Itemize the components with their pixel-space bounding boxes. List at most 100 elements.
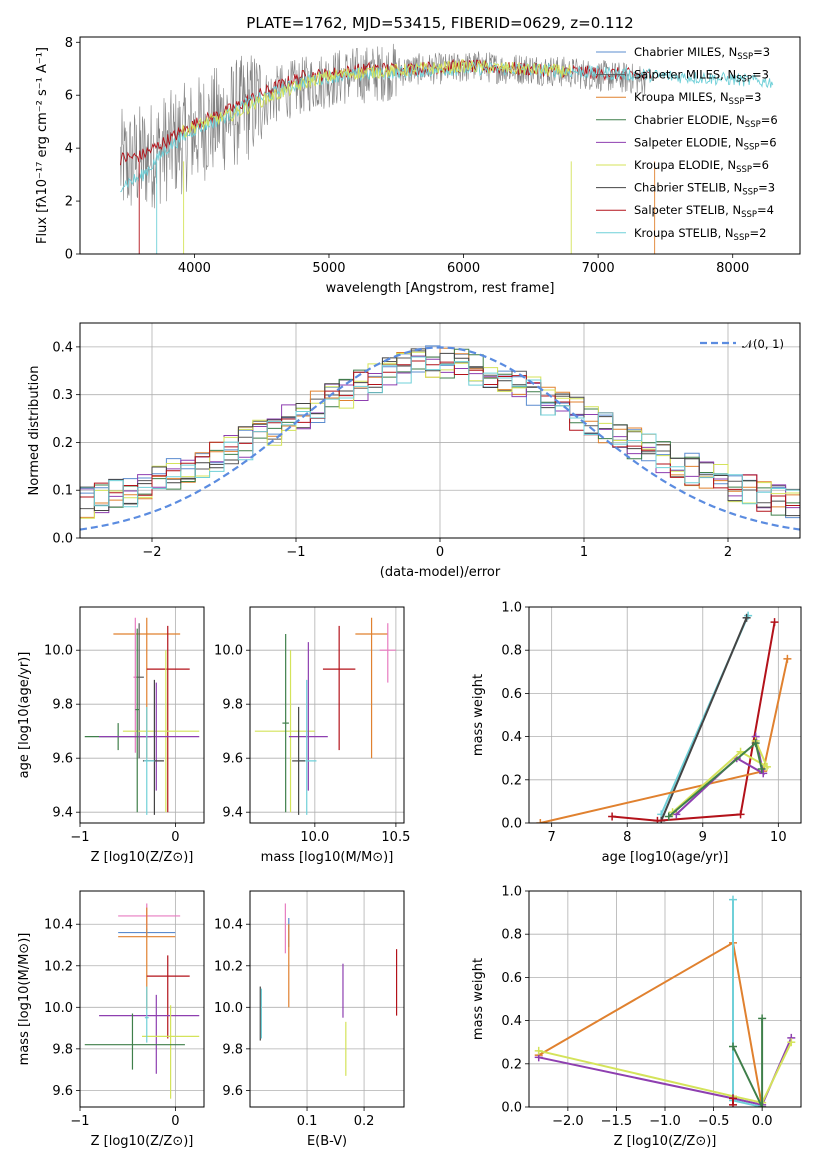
y-tick-label: 10.0	[214, 644, 243, 659]
errorbar	[282, 634, 289, 813]
axes-frame	[528, 606, 802, 824]
mass-weight-marker	[664, 812, 673, 821]
y-tick-label: 0.4	[501, 1014, 522, 1029]
mass-weight-marker	[757, 765, 766, 773]
x-tick-label: −2	[142, 545, 161, 560]
x-tick-label: −2.0	[552, 1114, 584, 1129]
y-tick-label: 0.8	[501, 644, 522, 659]
legend: Chabrier MILES, NSSP=3 Salpeter MILES, NS…	[596, 45, 778, 243]
x-tick-label: 0.2	[354, 1114, 375, 1129]
y-tick-label: 10.0	[214, 1001, 243, 1016]
y-tick-label: 0	[65, 248, 73, 263]
mass-weight-marker	[608, 812, 617, 821]
x-tick-label: −1.0	[649, 1114, 681, 1129]
x-tick-label: 0	[171, 1114, 179, 1129]
model-spectrum	[180, 59, 572, 138]
y-tick-label: 0.2	[501, 773, 522, 788]
y-tick-label: 9.6	[222, 752, 243, 767]
mass-weight-marker	[536, 819, 545, 823]
y-axis-label: Flux [fλ10⁻¹⁷ erg cm⁻² s⁻¹ A⁻¹]	[35, 47, 50, 244]
errorbar	[133, 617, 138, 753]
mass-weight-marker	[751, 739, 760, 748]
x-tick-label: 8	[623, 830, 631, 845]
x-tick-label: 10.5	[381, 830, 410, 845]
y-tick-label: 0.0	[501, 817, 522, 832]
normal-curve	[80, 346, 800, 531]
errorbar	[146, 955, 190, 1039]
x-tick-label: 7	[548, 830, 556, 845]
mass-weight-marker	[736, 747, 745, 756]
errorbar	[118, 903, 181, 929]
mass-weight-line	[540, 658, 789, 823]
x-tick-label: 9	[699, 830, 707, 845]
y-axis-label: Normed distribution	[27, 366, 42, 496]
y-tick-label: 0.0	[501, 1101, 522, 1116]
x-axis-label: mass [log10(M/M⊙)]	[261, 850, 394, 865]
y-tick-label: 10.0	[44, 1001, 73, 1016]
mass-weight-marker	[736, 810, 745, 819]
x-tick-label: −1.5	[601, 1114, 633, 1129]
y-tick-label: 0.3	[52, 388, 73, 403]
y-tick-label: 1.0	[501, 885, 522, 900]
y-tick-label: 6	[65, 89, 73, 104]
legend-label: Chabrier ELODIE, NSSP=6	[634, 113, 778, 130]
mass-weight-line	[538, 941, 764, 1107]
y-tick-label: 0.6	[501, 687, 522, 702]
histogram-step	[80, 360, 800, 512]
legend-label: Salpeter ELODIE, NSSP=6	[634, 135, 777, 152]
x-tick-label: 0.1	[297, 1114, 318, 1129]
plot-area	[84, 617, 200, 815]
y-tick-label: 9.8	[222, 698, 243, 713]
x-tick-label: 0.0	[752, 1114, 773, 1129]
panel-2: −1 0 9.4 9.6 9.8 10.0 Z [log10(Z/Z⊙)] age [log1…	[17, 606, 205, 865]
errorbar	[292, 706, 306, 815]
axes-frame	[79, 322, 801, 539]
axes-frame	[79, 36, 801, 255]
panel-3: 10.0 10.5 9.4 9.6 9.8 10.0 mass [log10(M/M⊙)]	[214, 606, 410, 865]
x-tick-label: 1	[580, 545, 588, 560]
x-tick-label: 10	[770, 830, 787, 845]
x-tick-label: 5000	[312, 261, 345, 276]
x-tick-label: 8000	[716, 261, 749, 276]
y-tick-label: 10.2	[44, 959, 73, 974]
errorbar	[254, 650, 315, 813]
y-axis-label: mass [log10(M/M⊙)]	[17, 933, 32, 1066]
y-tick-label: 10.0	[44, 644, 73, 659]
mass-weight-marker	[758, 1103, 767, 1107]
errorbar	[99, 682, 200, 791]
axes-frame	[528, 890, 802, 1108]
y-tick-label: 1.0	[501, 601, 522, 616]
y-tick-label: 10.2	[214, 959, 243, 974]
y-tick-label: 2	[65, 195, 73, 210]
y-tick-label: 9.6	[52, 752, 73, 767]
legend: 𝒩(0, 1)	[700, 337, 784, 351]
legend-label: Kroupa MILES, NSSP=3	[634, 90, 761, 107]
errorbar	[122, 650, 200, 813]
y-tick-label: 0.2	[501, 1057, 522, 1072]
x-axis-label: Z [log10(Z/Z⊙)]	[91, 850, 194, 865]
legend-label: Salpeter MILES, NSSP=3	[634, 68, 769, 85]
legend-label: 𝒩(0, 1)	[742, 337, 784, 351]
plot-area	[259, 903, 398, 1076]
mass-weight-marker	[758, 1014, 767, 1023]
mass-weight-marker	[759, 769, 768, 778]
mass-weight-marker	[770, 618, 779, 627]
legend-label: Kroupa STELIB, NSSP=2	[634, 226, 766, 243]
x-axis-label: wavelength [Angstrom, rest frame]	[326, 281, 555, 296]
x-tick-label: −1	[286, 545, 305, 560]
panel-6: 0.1 0.2 9.6 9.8 10.0 10.2 10.4 E(B-V)	[214, 890, 405, 1149]
plot-area	[254, 617, 396, 815]
x-tick-label: 10.0	[300, 830, 329, 845]
y-tick-label: 8	[65, 36, 73, 51]
errorbar	[288, 642, 328, 791]
errorbar	[142, 1005, 200, 1099]
y-tick-label: 9.6	[222, 1084, 243, 1099]
y-tick-label: 0.4	[52, 340, 73, 355]
x-tick-label: −1	[70, 830, 89, 845]
panel-5: −1 0 9.6 9.8 10.0 10.2 10.4 Z [log10(Z/Z⊙)] mass…	[17, 890, 205, 1149]
mass-weight-marker	[783, 654, 792, 663]
errorbar	[143, 706, 155, 815]
mass-weight-marker	[729, 1094, 737, 1103]
y-tick-label: 0.2	[52, 436, 73, 451]
mass-weight-line	[732, 1018, 764, 1107]
